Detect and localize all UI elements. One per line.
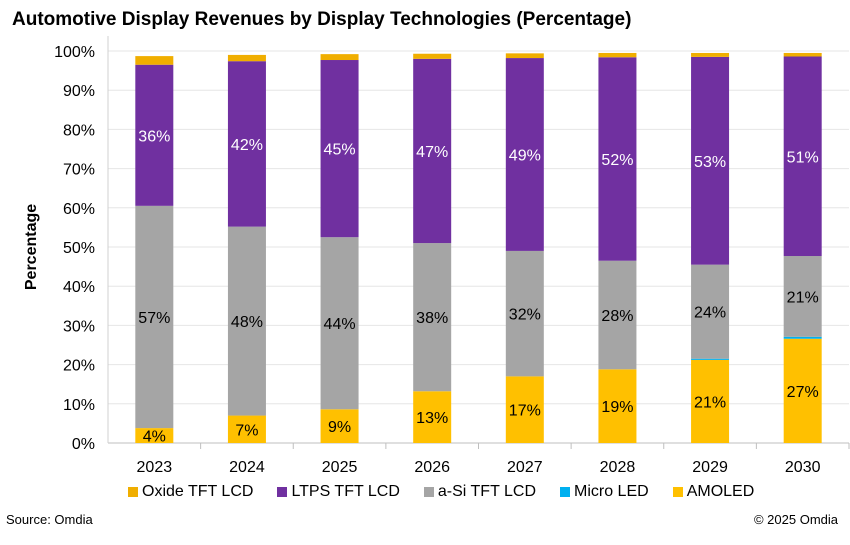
y-tick-label: 30% (63, 318, 95, 335)
data-label: 47% (416, 144, 448, 161)
legend-label: Micro LED (574, 483, 649, 500)
legend-item: a-Si TFT LCD (423, 483, 536, 501)
legend-label: Oxide TFT LCD (142, 483, 254, 500)
bar-a-si-tft-lcd (691, 264, 730, 359)
bar-amoled (413, 391, 452, 443)
bar-amoled (227, 415, 266, 443)
data-label: 57% (138, 310, 170, 327)
bar-oxide-tft-lcd (691, 52, 730, 57)
legend-label: LTPS TFT LCD (291, 483, 400, 500)
x-tick-label: 2030 (785, 459, 821, 476)
bar-ltps-tft-lcd (691, 56, 730, 265)
legend-swatch (672, 487, 683, 497)
data-label: 7% (235, 422, 258, 439)
bar-micro-led (691, 358, 730, 360)
legend-item: Oxide TFT LCD (128, 483, 253, 501)
data-label: 19% (601, 399, 633, 416)
legend-swatch (277, 487, 288, 497)
bar-amoled (598, 369, 637, 443)
data-label: 53% (694, 154, 726, 171)
y-tick-label: 50% (63, 240, 95, 257)
copyright-note: © 2025 Omdia (753, 512, 838, 527)
bar-amoled (505, 376, 544, 443)
legend-swatch (560, 487, 570, 497)
bar-a-si-tft-lcd (505, 250, 544, 377)
bar-a-si-tft-lcd (598, 260, 637, 370)
bar-a-si-tft-lcd (783, 256, 822, 337)
legend-item: AMOLED (672, 483, 755, 501)
data-label: 52% (601, 152, 633, 169)
bar-micro-led (783, 336, 822, 339)
data-label: 17% (509, 403, 541, 420)
bar-amoled (783, 338, 822, 443)
legend-label: AMOLED (686, 483, 755, 500)
bar-ltps-tft-lcd (598, 57, 637, 261)
data-label: 45% (324, 142, 356, 159)
bar-amoled (320, 409, 359, 443)
x-tick-label: 2023 (137, 459, 173, 476)
data-label: 4% (143, 429, 166, 446)
data-label: 28% (601, 308, 633, 325)
bar-amoled (135, 428, 174, 443)
data-label: 51% (787, 149, 819, 166)
y-tick-label: 80% (63, 122, 95, 139)
legend-item: LTPS TFT LCD (277, 483, 400, 501)
data-label: 44% (324, 316, 356, 333)
data-label: 27% (787, 384, 819, 401)
data-label: 48% (231, 314, 263, 331)
data-label: 36% (138, 128, 170, 145)
bar-ltps-tft-lcd (505, 58, 544, 251)
bar-oxide-tft-lcd (505, 53, 544, 59)
y-tick-label: 60% (63, 201, 95, 218)
bar-ltps-tft-lcd (320, 60, 359, 238)
bar-ltps-tft-lcd (227, 61, 266, 227)
legend-swatch (128, 487, 138, 497)
x-tick-label: 2028 (600, 459, 636, 476)
bar-a-si-tft-lcd (135, 205, 174, 429)
legend-swatch (423, 487, 434, 497)
bar-ltps-tft-lcd (135, 64, 174, 206)
x-tick-label: 2025 (322, 459, 358, 476)
bar-oxide-tft-lcd (320, 54, 359, 61)
data-label: 38% (416, 310, 448, 327)
data-label: 32% (509, 307, 541, 324)
y-axis-label: Percentage (23, 204, 40, 290)
chart-title: Automotive Display Revenues by Display T… (12, 9, 632, 30)
bar-oxide-tft-lcd (413, 53, 452, 59)
x-tick-label: 2024 (229, 459, 265, 476)
bar-amoled (691, 359, 730, 443)
bar-a-si-tft-lcd (413, 243, 452, 392)
data-label: 21% (694, 394, 726, 411)
y-tick-label: 90% (63, 83, 95, 100)
y-tick-label: 70% (63, 162, 95, 179)
bar-a-si-tft-lcd (227, 226, 266, 416)
y-tick-label: 40% (63, 279, 95, 296)
bar-oxide-tft-lcd (135, 56, 174, 65)
x-tick-label: 2027 (507, 459, 543, 476)
data-label: 49% (509, 147, 541, 164)
legend-item: Micro LED (560, 483, 649, 501)
y-tick-label: 0% (72, 436, 95, 453)
data-label: 13% (416, 410, 448, 427)
source-note: Source: Omdia (6, 512, 93, 527)
bar-ltps-tft-lcd (413, 58, 452, 244)
y-tick-label: 10% (63, 397, 95, 414)
bar-ltps-tft-lcd (783, 56, 822, 257)
x-tick-label: 2026 (414, 459, 450, 476)
bar-oxide-tft-lcd (598, 52, 637, 58)
bar-a-si-tft-lcd (320, 237, 359, 410)
data-label: 42% (231, 137, 263, 154)
legend-label: a-Si TFT LCD (437, 483, 536, 500)
data-label: 21% (787, 289, 819, 306)
data-label: 9% (328, 419, 351, 436)
x-tick-label: 2029 (692, 459, 728, 476)
y-tick-label: 100% (54, 44, 95, 61)
bar-oxide-tft-lcd (783, 52, 822, 57)
y-tick-label: 20% (63, 358, 95, 375)
data-label: 24% (694, 305, 726, 322)
legend: Oxide TFT LCD LTPS TFT LCD a-Si TFT LCD Mic… (128, 483, 778, 501)
bar-oxide-tft-lcd (227, 54, 266, 62)
